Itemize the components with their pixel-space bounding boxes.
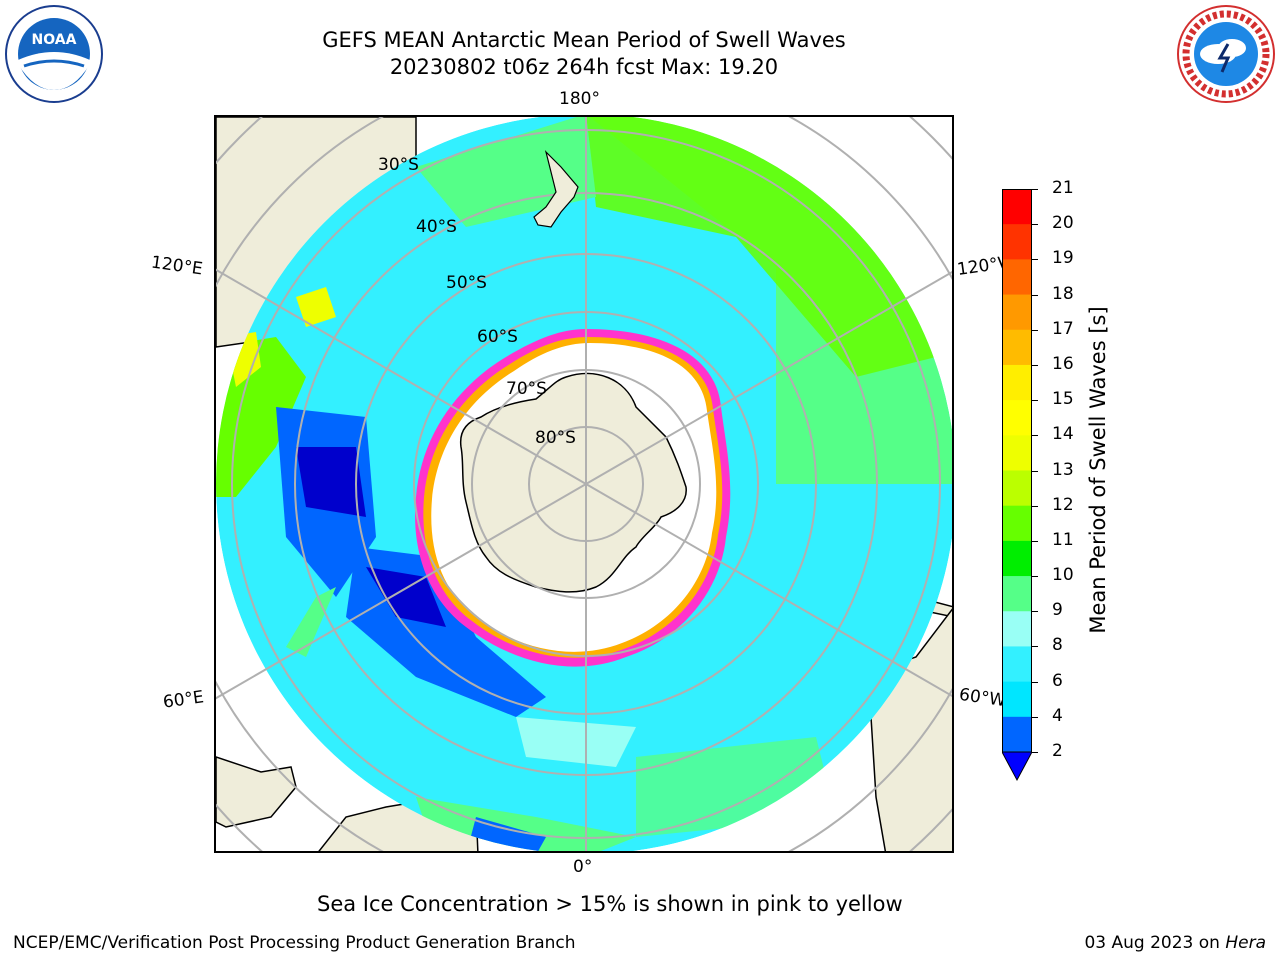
colorbar-tick-mark <box>1032 294 1038 296</box>
map-panel: 30°S 40°S 50°S 60°S 70°S 80°S <box>214 115 954 853</box>
colorbar-outline <box>1002 189 1032 753</box>
colorbar-bin <box>1002 540 1032 577</box>
colorbar-tick-label: 8 <box>1052 635 1063 656</box>
colorbar-bin <box>1002 224 1032 260</box>
colorbar-tick-label: 4 <box>1052 705 1063 726</box>
colorbar-tick-label: 10 <box>1052 565 1074 586</box>
lat-label-40s: 40°S <box>416 217 457 237</box>
colorbar-tick-mark <box>1032 189 1038 190</box>
graticule <box>216 117 952 851</box>
chart-subtitle: 20230802 t06z 264h fcst Max: 19.20 <box>389 55 779 79</box>
chart-title: GEFS MEAN Antarctic Mean Period of Swell… <box>322 28 846 52</box>
colorbar-tick-label: 13 <box>1052 459 1074 480</box>
colorbar-tick-mark <box>1032 400 1038 402</box>
noaa-logo-text: NOAA <box>32 32 77 48</box>
colorbar-tick-label: 17 <box>1052 318 1074 339</box>
colorbar-tick-label: 16 <box>1052 353 1074 374</box>
colorbar-tick-label: 21 <box>1052 178 1074 198</box>
colorbar-tick-label: 2 <box>1052 741 1063 761</box>
colorbar-bin <box>1002 470 1032 507</box>
colorbar-tick-mark <box>1032 224 1038 226</box>
colorbar-tick-label: 20 <box>1052 213 1074 234</box>
colorbar-tick-mark <box>1032 752 1038 753</box>
sea-ice-footnote: Sea Ice Concentration > 15% is shown in … <box>317 892 903 916</box>
colorbar-tick-mark <box>1032 259 1038 261</box>
colorbar-bin <box>1002 611 1032 647</box>
colorbar-tick-mark <box>1032 505 1038 507</box>
colorbar <box>1002 189 1032 782</box>
colorbar-under-arrow <box>1002 751 1032 782</box>
lon-label-60e: 60°E <box>161 687 206 713</box>
colorbar-bin <box>1002 681 1032 718</box>
colorbar-tick-label: 18 <box>1052 283 1074 304</box>
colorbar-label: Mean Period of Swell Waves [s] <box>1086 306 1110 634</box>
colorbar-tick-mark <box>1032 611 1038 613</box>
colorbar-tick-mark <box>1032 329 1038 331</box>
credit-branch: NCEP/EMC/Verification Post Processing Pr… <box>13 933 576 953</box>
colorbar-tick-mark <box>1032 470 1038 472</box>
colorbar-bin <box>1002 294 1032 331</box>
colorbar-bin <box>1002 189 1032 225</box>
colorbar-tick-mark <box>1032 681 1038 683</box>
colorbar-bin <box>1002 435 1032 471</box>
colorbar-tick-label: 14 <box>1052 424 1074 445</box>
colorbar-bin <box>1002 400 1032 436</box>
colorbar-bin <box>1002 576 1032 612</box>
colorbar-tick-mark <box>1032 716 1038 718</box>
colorbar-tick-mark <box>1032 540 1038 542</box>
colorbar-tick-label: 12 <box>1052 494 1074 515</box>
new-zealand <box>533 150 579 228</box>
lon-label-0: 0° <box>573 857 593 877</box>
colorbar-tick-mark <box>1032 646 1038 648</box>
colorbar-bin <box>1002 364 1032 401</box>
lat-label-70s: 70°S <box>506 379 547 399</box>
lat-label-80s: 80°S <box>535 428 576 448</box>
lon-label-180: 180° <box>559 89 600 109</box>
noaa-logo: NOAA <box>5 5 103 103</box>
nws-logo <box>1177 5 1275 103</box>
credit-date: 03 Aug 2023 on Hera <box>1084 933 1266 953</box>
lat-label-60s: 60°S <box>477 327 518 347</box>
colorbar-tick-label: 6 <box>1052 670 1063 691</box>
colorbar-tick-mark <box>1032 576 1038 578</box>
colorbar-bin <box>1002 646 1032 683</box>
colorbar-tick-mark <box>1032 435 1038 437</box>
colorbar-bin <box>1002 329 1032 366</box>
colorbar-tick-label: 11 <box>1052 529 1074 550</box>
colorbar-bin <box>1002 716 1032 753</box>
colorbar-bin <box>1002 259 1032 296</box>
colorbar-bin <box>1002 505 1032 542</box>
colorbar-tick-label: 19 <box>1052 248 1074 269</box>
lon-label-120e: 120°E <box>149 252 204 280</box>
polar-map: 30°S 40°S 50°S 60°S 70°S 80°S <box>216 117 952 851</box>
colorbar-tick-mark <box>1032 364 1038 366</box>
lat-label-30s: 30°S <box>378 155 419 175</box>
lon-label-60w: 60°W <box>957 684 1008 712</box>
latitude-labels: 30°S 40°S 50°S 60°S 70°S 80°S <box>378 155 576 448</box>
colorbar-tick-label: 9 <box>1052 600 1063 621</box>
credit-machine: Hera <box>1225 933 1266 953</box>
lat-label-50s: 50°S <box>446 273 487 293</box>
credit-date-text: 03 Aug 2023 on <box>1084 933 1226 953</box>
colorbar-tick-label: 15 <box>1052 389 1074 410</box>
